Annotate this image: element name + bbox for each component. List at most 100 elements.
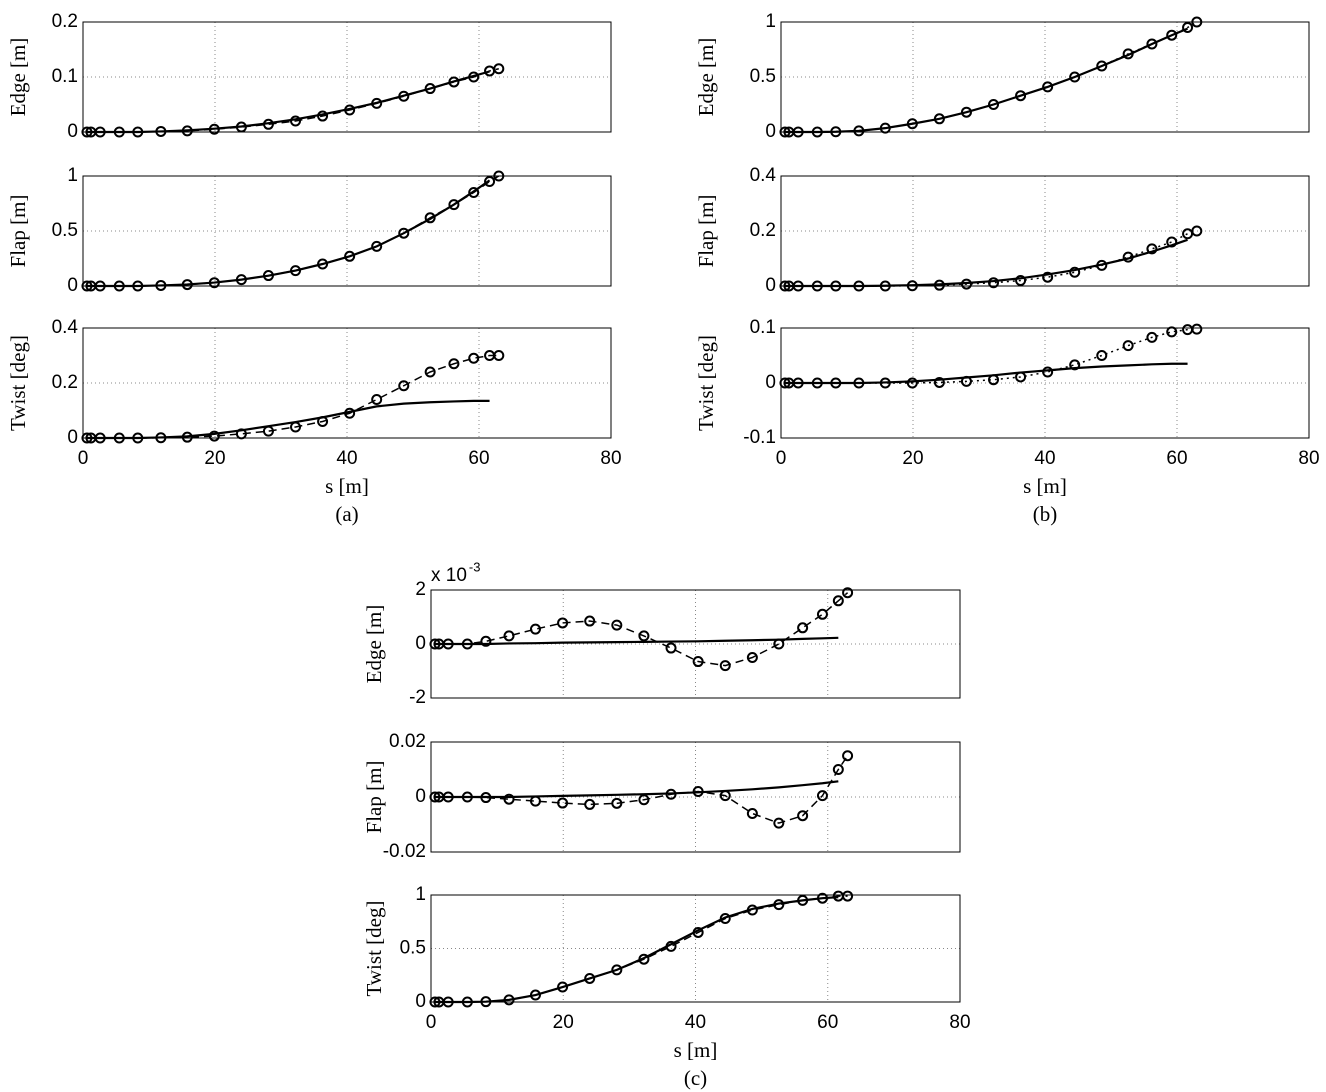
data-point <box>262 425 274 437</box>
data-point <box>529 623 541 635</box>
data-point <box>816 790 828 802</box>
data-point <box>132 280 144 292</box>
data-point <box>988 277 1000 289</box>
data-point <box>830 280 842 292</box>
data-point <box>746 904 758 916</box>
data-point <box>933 376 945 388</box>
x-tick-label: 20 <box>204 448 225 469</box>
y-tick-label: 0 <box>67 121 78 142</box>
data-point <box>792 280 804 292</box>
data-point <box>665 788 677 800</box>
data-point <box>529 795 541 807</box>
y-tick-label: 0.2 <box>52 11 78 32</box>
y-tick-label: 0.1 <box>52 66 78 87</box>
data-point <box>797 622 809 634</box>
y-tick-label: 0 <box>765 275 776 296</box>
data-point <box>638 630 650 642</box>
data-point <box>665 940 677 952</box>
y-tick-label: 0 <box>415 991 426 1012</box>
data-point <box>557 617 569 629</box>
data-point <box>1042 81 1054 93</box>
data-point <box>484 176 496 187</box>
data-point <box>448 358 460 370</box>
y-tick-label: 0.4 <box>750 165 777 186</box>
data-point <box>830 126 842 138</box>
data-point <box>584 798 596 810</box>
x-axis-label: s [m] <box>674 1038 718 1062</box>
data-point <box>208 430 220 442</box>
y-tick-label: 0.2 <box>52 372 78 393</box>
data-point <box>81 280 93 292</box>
data-point <box>1042 271 1054 283</box>
data-point <box>113 126 125 138</box>
data-point <box>773 817 785 829</box>
data-point <box>503 793 515 805</box>
x-tick-label: 0 <box>426 1012 437 1033</box>
axes-box <box>430 894 961 1003</box>
x-tick-label: 0 <box>78 448 89 469</box>
data-point <box>1096 350 1108 361</box>
data-point <box>371 97 383 109</box>
panel-caption: (c) <box>684 1066 707 1090</box>
data-point <box>155 279 167 291</box>
y-axis-label: Edge [m] <box>694 38 718 117</box>
data-point <box>1182 22 1194 33</box>
x-tick-label: 40 <box>336 448 357 469</box>
data-point <box>906 280 918 292</box>
data-point <box>665 642 677 654</box>
data-point <box>557 981 569 993</box>
y-axis-label: Flap [m] <box>362 761 386 834</box>
data-point <box>290 421 302 433</box>
data-point <box>797 810 809 822</box>
data-point <box>779 280 791 292</box>
data-point <box>779 377 791 389</box>
y-tick-label: 0.5 <box>52 220 78 241</box>
y-axis-label: Twist [deg] <box>362 901 386 997</box>
data-point <box>811 280 823 292</box>
x-tick-label: 20 <box>902 448 923 469</box>
data-point <box>94 280 106 292</box>
series-line <box>784 27 1188 134</box>
data-point <box>988 99 1000 110</box>
data-point <box>692 786 704 797</box>
data-point <box>719 660 731 672</box>
data-point <box>638 794 650 806</box>
y-multiplier: x 10 <box>431 565 467 586</box>
data-point <box>1166 236 1178 248</box>
x-tick-label: 80 <box>600 448 621 469</box>
data-point <box>811 377 823 389</box>
data-point <box>344 250 356 262</box>
data-point <box>557 797 569 809</box>
axes-box <box>780 21 1310 133</box>
series-line <box>86 354 499 439</box>
y-tick-label: 1 <box>415 884 426 905</box>
data-point <box>317 258 329 270</box>
y-tick-label: 0 <box>67 427 78 448</box>
data-point <box>853 125 865 137</box>
y-axis-label: Twist [deg] <box>694 335 718 431</box>
data-point <box>797 894 809 906</box>
data-point <box>960 278 972 290</box>
data-point <box>719 790 731 802</box>
data-point <box>290 265 302 277</box>
data-point <box>960 106 972 118</box>
panel-caption: (b) <box>1033 502 1058 526</box>
data-point <box>480 635 492 647</box>
data-point <box>113 432 125 444</box>
y-multiplier-exponent: -3 <box>469 559 481 574</box>
data-point <box>398 380 410 392</box>
data-point <box>442 996 454 1008</box>
axes-box <box>780 175 1310 287</box>
data-point <box>1069 359 1081 371</box>
data-point <box>1191 323 1203 335</box>
data-point <box>344 407 356 419</box>
y-tick-label: 2 <box>415 579 426 600</box>
data-point <box>792 126 804 138</box>
data-point <box>1122 48 1134 60</box>
x-tick-label: 60 <box>468 448 489 469</box>
data-point <box>344 104 356 116</box>
y-axis-label: Edge [m] <box>362 605 386 684</box>
data-point <box>1122 251 1134 263</box>
y-tick-label: 0.5 <box>750 66 776 87</box>
